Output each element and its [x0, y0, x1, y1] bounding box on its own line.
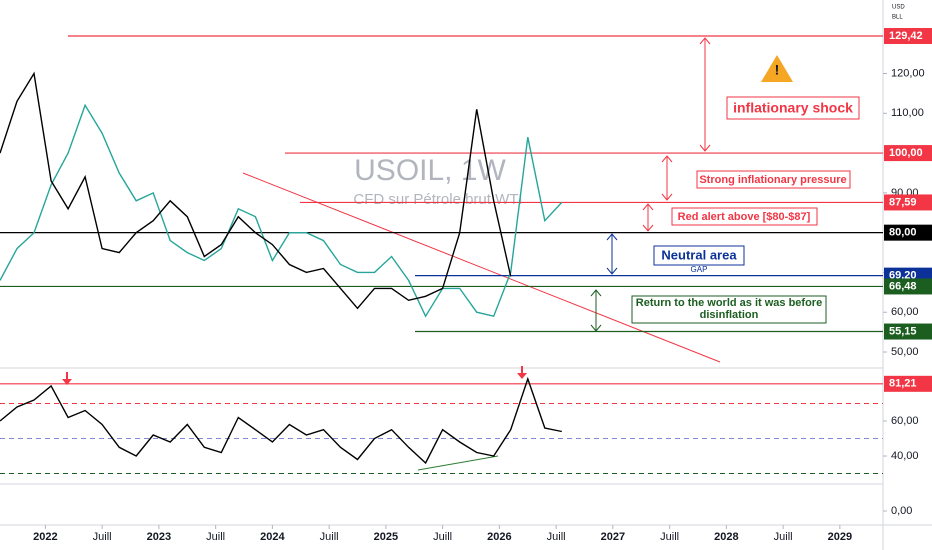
- level-label: 66,48: [889, 280, 917, 292]
- level-label: 81,21: [889, 378, 917, 390]
- trend-line: [242, 172, 721, 363]
- annotation-box: [631, 295, 827, 324]
- warning-icon: [761, 55, 793, 82]
- neutral-arrow: [606, 233, 618, 275]
- x-tick-label: Juill: [660, 531, 679, 543]
- series-line: [0, 103, 563, 318]
- y-tick-label: 0,00: [891, 505, 912, 517]
- level-tag: [884, 28, 932, 45]
- unit: BLL: [892, 15, 903, 21]
- divergence-line: [417, 455, 499, 471]
- annotation: GAP: [691, 265, 708, 274]
- level-label: 100,00: [889, 147, 923, 159]
- watermark-description: CFD sur Pétrole brut WTI: [353, 191, 522, 208]
- level-label: 55,15: [889, 325, 917, 337]
- annotation: Neutral area: [661, 247, 737, 262]
- level-tag: [884, 194, 932, 211]
- range-arrows: [642, 37, 711, 232]
- x-tick-label: 2025: [374, 531, 398, 543]
- annotation: Strong inflationary pressure: [699, 174, 846, 186]
- annotation-box: [696, 170, 851, 189]
- y-tick-label: 40,00: [891, 450, 919, 462]
- x-tick-label: Juill: [433, 531, 452, 543]
- series-line: [0, 376, 562, 465]
- x-tick-label: 2029: [828, 531, 852, 543]
- annotation: Return to the world as it was before dis…: [635, 297, 823, 321]
- x-tick-label: 2028: [714, 531, 738, 543]
- x-tick-label: 2022: [33, 531, 57, 543]
- level-label: 129,42: [889, 30, 923, 42]
- y-tick-label: 120,00: [891, 67, 925, 79]
- level-tag: [884, 224, 932, 241]
- watermark-symbol: USOIL, 1W: [354, 154, 506, 187]
- x-tick-label: 2023: [147, 531, 171, 543]
- x-tick-label: Juill: [206, 531, 225, 543]
- annotation-box: [726, 96, 860, 120]
- x-tick-label: Juill: [547, 531, 566, 543]
- level-tag: [884, 145, 932, 162]
- y-tick-label: 60,00: [891, 306, 919, 318]
- annotation-wrap: Return to the world as it was before dis…: [635, 297, 823, 321]
- currency: USD: [892, 5, 905, 11]
- level-tag: [884, 323, 932, 340]
- annotation: Red alert above [$80-$87]: [678, 211, 811, 223]
- level-label: 80,00: [889, 227, 917, 239]
- annotation-box: [671, 207, 818, 226]
- x-tick-label: 2024: [260, 531, 285, 543]
- level-label: 87,59: [889, 196, 917, 208]
- x-tick-label: Juill: [93, 531, 112, 543]
- level-tag: [884, 278, 932, 295]
- y-tick-label: 60,00: [891, 415, 919, 427]
- annotation: inflationary shock: [733, 100, 853, 116]
- y-tick-label: 50,00: [891, 346, 919, 358]
- annotation-box: [653, 245, 745, 266]
- y-tick-label: 110,00: [891, 107, 924, 119]
- warning-mark: !: [775, 62, 780, 78]
- x-tick-label: Juill: [774, 531, 793, 543]
- series-line: [0, 71, 512, 310]
- level-tag: [884, 375, 932, 392]
- x-tick-label: 2026: [487, 531, 511, 543]
- x-tick-label: 2027: [601, 531, 625, 543]
- x-tick-label: Juill: [320, 531, 339, 543]
